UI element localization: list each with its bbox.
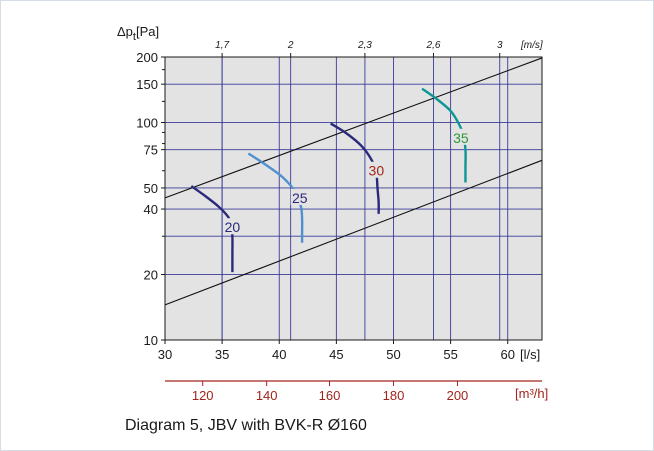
plot-border xyxy=(164,56,543,341)
velocity-tick-label: 2,3 xyxy=(357,40,372,51)
y-tick-label: 150 xyxy=(136,77,158,92)
m3h-tick-label: 120 xyxy=(192,388,214,403)
x-tick-label: 35 xyxy=(215,347,229,362)
plot-area xyxy=(165,57,542,340)
curve-label-bg xyxy=(367,161,386,178)
m3h-unit-label: [m³/h] xyxy=(515,386,548,401)
velocity-tick-label: 2,6 xyxy=(426,40,441,51)
x-tick-label: 40 xyxy=(272,347,286,362)
y-tick-label: 10 xyxy=(144,333,158,348)
x-tick-label: 45 xyxy=(329,347,343,362)
m3h-tick-label: 140 xyxy=(256,388,278,403)
y-tick-label: 20 xyxy=(144,268,158,283)
curve-label-20: 20 xyxy=(225,219,241,235)
range-boundary-line xyxy=(164,159,543,306)
curve-label-bg xyxy=(223,218,242,235)
m3h-tick-label: 180 xyxy=(383,388,405,403)
x-axis-unit-label: [l/s] xyxy=(520,347,540,362)
curve-label-30: 30 xyxy=(369,163,385,179)
velocity-tick-label: 1,7 xyxy=(215,40,229,51)
y-tick-label: 200 xyxy=(136,50,158,65)
curve-label-bg xyxy=(290,188,309,205)
range-boundary-line xyxy=(164,57,543,199)
velocity-tick-label: 3 xyxy=(497,40,503,51)
velocity-tick-label: 2 xyxy=(287,40,294,51)
curve-label-25: 25 xyxy=(292,190,308,206)
y-tick-label: 50 xyxy=(144,181,158,196)
x-tick-label: 55 xyxy=(443,347,457,362)
m3h-tick-label: 200 xyxy=(447,388,469,403)
y-tick-label: 100 xyxy=(136,115,158,130)
diagram-caption: Diagram 5, JBV with BVK-R Ø160 xyxy=(125,417,367,434)
curve-35 xyxy=(421,87,467,183)
y-axis-label: Δpt[Pa] xyxy=(117,24,159,43)
curve-label-35: 35 xyxy=(453,130,469,146)
y-tick-label: 75 xyxy=(144,143,158,158)
m3h-tick-label: 160 xyxy=(319,388,341,403)
velocity-unit-label: [m/s] xyxy=(520,40,543,51)
x-tick-label: 50 xyxy=(386,347,400,362)
y-tick-label: 40 xyxy=(144,202,158,217)
curve-label-bg xyxy=(451,128,470,145)
x-tick-label: 30 xyxy=(158,347,172,362)
x-tick-label: 60 xyxy=(500,347,514,362)
